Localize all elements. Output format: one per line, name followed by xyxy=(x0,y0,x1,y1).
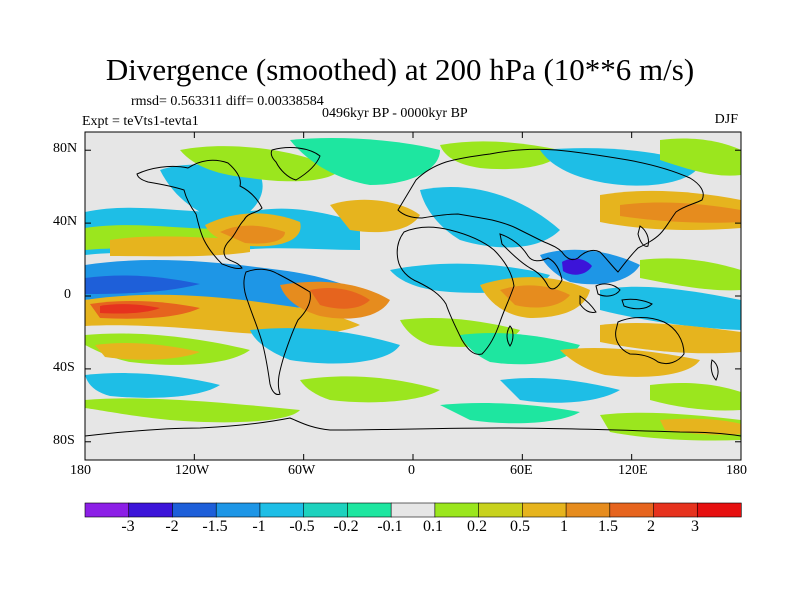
colorbar-label: -0.1 xyxy=(377,518,403,535)
colorbar-swatch xyxy=(609,502,655,518)
greenland-coast xyxy=(270,147,321,181)
map-title: Divergence (smoothed) at 200 hPa (10**6 … xyxy=(105,52,695,87)
divergence-area xyxy=(600,286,741,330)
colorbar-swatch xyxy=(522,502,567,518)
divergence-area xyxy=(660,418,741,435)
new-guinea-coast xyxy=(621,298,653,310)
divergence-area xyxy=(460,333,580,365)
divergence-area xyxy=(620,202,741,223)
divergence-area xyxy=(640,258,741,291)
south-asia-coast xyxy=(499,233,563,290)
colorbar-swatch xyxy=(259,502,305,518)
colorbar-label: 3 xyxy=(691,518,699,535)
divergence-area xyxy=(310,288,370,309)
colorbar-label: -2 xyxy=(165,518,179,535)
y-tick-label: 80S xyxy=(53,433,75,448)
divergence-area xyxy=(330,199,420,233)
axis-ticks xyxy=(84,132,742,460)
africa-coast xyxy=(396,226,515,355)
north-america-coast xyxy=(136,159,263,269)
colorbar-swatch xyxy=(434,502,480,518)
experiment-label: Expt = teVts1-tevta1 xyxy=(82,114,199,129)
divergence-area xyxy=(560,348,700,377)
colorbar-label: 2 xyxy=(647,518,655,535)
x-tick-label: 60W xyxy=(288,463,316,478)
colorbar-label: -1.5 xyxy=(202,518,228,535)
map-plot-area xyxy=(85,132,741,460)
y-tick-label: 80N xyxy=(53,141,78,156)
divergence-area xyxy=(180,146,340,182)
stats-line: rmsd= 0.563311 diff= 0.00338584 xyxy=(131,94,324,109)
madagascar-coast xyxy=(506,325,514,347)
colorbar-swatch xyxy=(303,502,349,518)
colorbar-swatch xyxy=(128,502,174,518)
colorbar-swatch xyxy=(84,502,130,518)
colorbar-label: 0.1 xyxy=(423,518,443,535)
divergence-area xyxy=(600,322,741,354)
divergence-field xyxy=(85,138,741,441)
divergence-area xyxy=(85,275,200,294)
borneo-coast xyxy=(595,283,621,297)
y-tick-label: 40N xyxy=(53,214,78,229)
colorbar-label: -3 xyxy=(121,518,135,535)
colorbar-swatch xyxy=(390,502,436,518)
divergence-area xyxy=(100,304,160,314)
antarctica-coast xyxy=(85,417,741,437)
divergence-area xyxy=(160,164,263,222)
x-tick-label: 180 xyxy=(70,463,91,478)
divergence-area xyxy=(440,141,560,170)
divergence-area xyxy=(500,378,620,403)
divergence-area xyxy=(290,138,440,185)
colorbar-swatch xyxy=(696,502,742,518)
colorbar-label: -0.2 xyxy=(333,518,359,535)
eurasia-coast xyxy=(397,148,704,273)
divergence-area xyxy=(85,398,300,423)
x-tick-label: 0 xyxy=(408,463,415,478)
south-america-coast xyxy=(243,268,311,395)
x-tick-label: 120W xyxy=(175,463,210,478)
coastlines xyxy=(85,147,741,437)
divergence-area xyxy=(500,285,570,308)
period-label: 0496kyr BP - 0000kyr BP xyxy=(322,106,468,121)
colorbar-label: -1 xyxy=(252,518,266,535)
colorbar-swatch xyxy=(478,502,523,518)
colorbar-swatch xyxy=(172,502,217,518)
australia-coast xyxy=(615,317,685,365)
divergence-area xyxy=(85,373,220,398)
colorbar-label: 0.5 xyxy=(510,518,530,535)
colorbar-label: -0.5 xyxy=(289,518,315,535)
new-zealand-coast xyxy=(710,359,719,381)
divergence-area xyxy=(95,342,200,360)
colorbar-swatch xyxy=(215,502,261,518)
x-tick-label: 120E xyxy=(618,463,648,478)
colorbar-swatch xyxy=(653,502,698,518)
japan-coast xyxy=(637,225,649,247)
divergence-area xyxy=(110,236,250,257)
colorbar-swatch xyxy=(347,502,392,518)
colorbar-label: 0.2 xyxy=(467,518,487,535)
divergence-area xyxy=(650,382,741,411)
divergence-area xyxy=(562,258,592,275)
colorbar-label: 1 xyxy=(560,518,568,535)
season-label: DJF xyxy=(714,112,738,127)
x-tick-label: 180 xyxy=(726,463,747,478)
x-tick-label: 60E xyxy=(510,463,533,478)
colorbar xyxy=(84,502,742,518)
y-tick-label: 0 xyxy=(64,287,71,302)
divergence-area xyxy=(660,138,741,176)
divergence-area xyxy=(250,328,400,364)
colorbar-swatch xyxy=(565,502,611,518)
colorbar-label: 1.5 xyxy=(598,518,618,535)
y-tick-label: 40S xyxy=(53,360,75,375)
divergence-area xyxy=(440,402,580,424)
divergence-area xyxy=(220,225,285,244)
sumatra-coast xyxy=(579,295,597,313)
divergence-area xyxy=(300,376,440,403)
